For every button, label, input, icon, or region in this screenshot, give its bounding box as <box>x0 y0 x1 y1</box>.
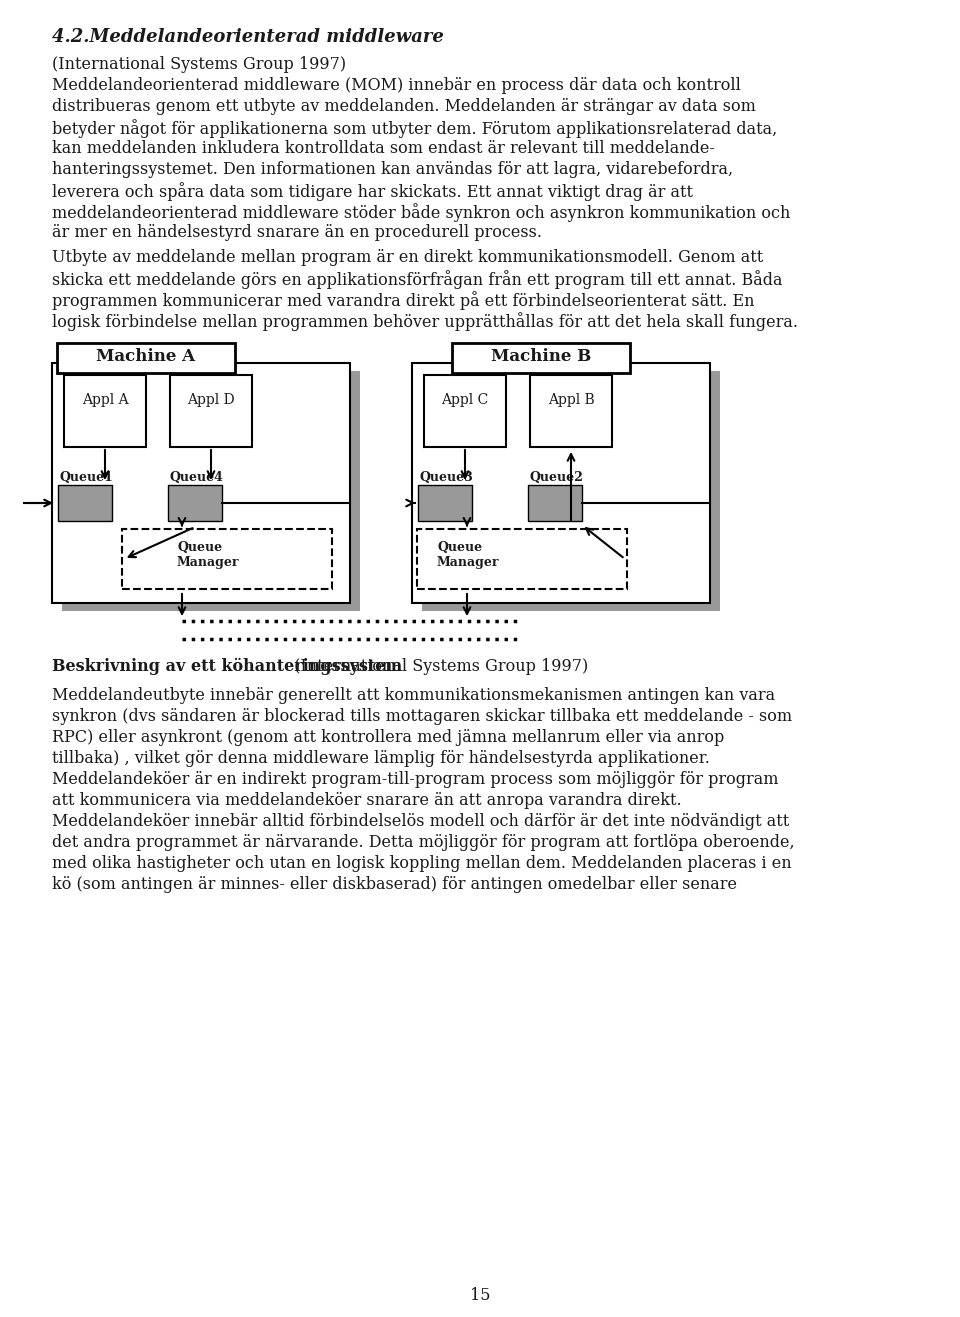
Text: kan meddelanden inkludera kontrolldata som endast är relevant till meddelande-: kan meddelanden inkludera kontrolldata s… <box>52 140 715 157</box>
Bar <box>58 485 112 522</box>
Text: det andra programmet är närvarande. Detta möjliggör för program att fortlöpa obe: det andra programmet är närvarande. Dett… <box>52 834 795 851</box>
Text: Beskrivning av ett köhanteringssystem: Beskrivning av ett köhanteringssystem <box>52 658 402 676</box>
Bar <box>168 485 222 522</box>
Text: Appl A: Appl A <box>82 392 129 407</box>
Text: Meddelandeorienterad middleware (MOM) innebär en process där data och kontroll: Meddelandeorienterad middleware (MOM) in… <box>52 76 741 94</box>
Bar <box>170 375 252 446</box>
Text: leverera och spåra data som tidigare har skickats. Ett annat viktigt drag är att: leverera och spåra data som tidigare har… <box>52 182 693 202</box>
Text: (International Systems Group 1997): (International Systems Group 1997) <box>52 57 347 72</box>
Text: skicka ett meddelande görs en applikationsförfrågan från ett program till ett an: skicka ett meddelande görs en applikatio… <box>52 270 782 288</box>
Bar <box>122 529 332 589</box>
Text: RPC) eller asynkront (genom att kontrollera med jämna mellanrum eller via anrop: RPC) eller asynkront (genom att kontroll… <box>52 730 724 745</box>
Text: Meddelandeköer innebär alltid förbindelselös modell och därför är det inte nödvä: Meddelandeköer innebär alltid förbindels… <box>52 813 789 830</box>
Text: meddelandeorienterad middleware stöder både synkron och asynkron kommunikation o: meddelandeorienterad middleware stöder b… <box>52 203 790 221</box>
Text: logisk förbindelse mellan programmen behöver upprätthållas för att det hela skal: logisk förbindelse mellan programmen beh… <box>52 312 798 331</box>
Text: att kommunicera via meddelandeköer snarare än att anropa varandra direkt.: att kommunicera via meddelandeköer snara… <box>52 792 682 809</box>
Text: Queue1: Queue1 <box>60 471 114 485</box>
Text: Queue
Manager: Queue Manager <box>177 541 239 569</box>
Bar <box>422 371 720 611</box>
Text: Appl B: Appl B <box>547 392 594 407</box>
Text: programmen kommunicerar med varandra direkt på ett förbindelseorienterat sätt. E: programmen kommunicerar med varandra dir… <box>52 291 755 309</box>
Text: Machine B: Machine B <box>491 348 591 365</box>
Text: med olika hastigheter och utan en logisk koppling mellan dem. Meddelanden placer: med olika hastigheter och utan en logisk… <box>52 855 792 872</box>
Text: är mer en händelsestyrd snarare än en procedurell process.: är mer en händelsestyrd snarare än en pr… <box>52 224 542 241</box>
Text: Queue2: Queue2 <box>530 471 584 485</box>
Text: 4.2.Meddelandeorienterad middleware: 4.2.Meddelandeorienterad middleware <box>52 28 444 46</box>
Text: synkron (dvs sändaren är blockerad tills mottagaren skickar tillbaka ett meddela: synkron (dvs sändaren är blockerad tills… <box>52 709 792 724</box>
Bar <box>452 342 630 373</box>
Text: tillbaka) , vilket gör denna middleware lämplig för händelsestyrda applikationer: tillbaka) , vilket gör denna middleware … <box>52 749 709 766</box>
Bar <box>57 342 235 373</box>
Bar <box>62 371 360 611</box>
Bar <box>64 375 146 446</box>
Text: Queue
Manager: Queue Manager <box>437 541 499 569</box>
Bar <box>528 485 582 522</box>
Text: Queue3: Queue3 <box>420 471 473 485</box>
Text: distribueras genom ett utbyte av meddelanden. Meddelanden är strängar av data so: distribueras genom ett utbyte av meddela… <box>52 97 756 115</box>
Text: Appl D: Appl D <box>187 392 235 407</box>
Bar <box>424 375 506 446</box>
Text: hanteringssystemet. Den informationen kan användas för att lagra, vidarebefordra: hanteringssystemet. Den informationen ka… <box>52 161 733 178</box>
Bar <box>412 363 710 603</box>
Text: kö (som antingen är minnes- eller diskbaserad) för antingen omedelbar eller sena: kö (som antingen är minnes- eller diskba… <box>52 876 737 893</box>
Text: Utbyte av meddelande mellan program är en direkt kommunikationsmodell. Genom att: Utbyte av meddelande mellan program är e… <box>52 249 763 266</box>
Text: (International Systems Group 1997): (International Systems Group 1997) <box>289 658 588 676</box>
Text: Machine A: Machine A <box>96 348 196 365</box>
Text: betyder något för applikationerna som utbyter dem. Förutom applikationsrelaterad: betyder något för applikationerna som ut… <box>52 119 778 138</box>
Text: Queue4: Queue4 <box>170 471 224 485</box>
Text: Meddelandeutbyte innebär generellt att kommunikationsmekanismen antingen kan var: Meddelandeutbyte innebär generellt att k… <box>52 687 775 705</box>
Bar <box>417 529 627 589</box>
Bar <box>530 375 612 446</box>
Text: Appl C: Appl C <box>442 392 489 407</box>
Bar <box>418 485 472 522</box>
Bar <box>52 363 350 603</box>
Text: Meddelandeköer är en indirekt program-till-program process som möjliggör för pro: Meddelandeköer är en indirekt program-ti… <box>52 770 779 788</box>
Text: 15: 15 <box>469 1287 491 1304</box>
